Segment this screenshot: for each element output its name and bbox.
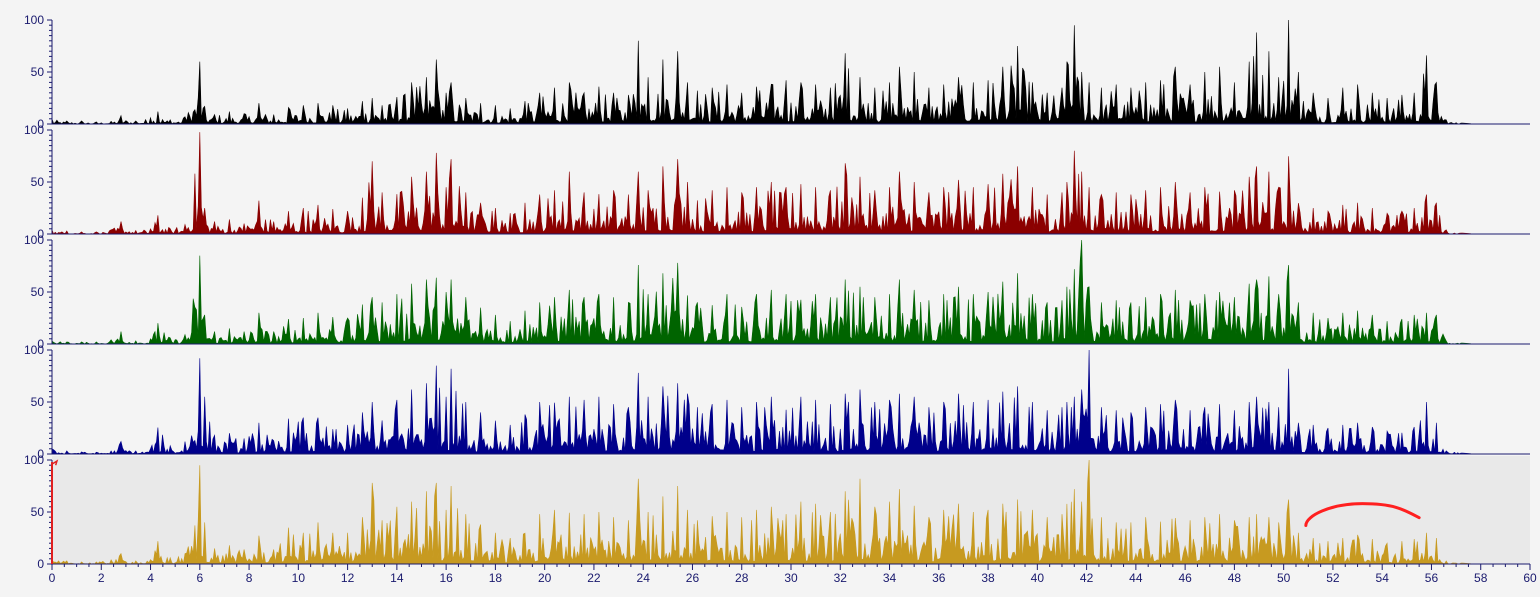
series-3-trace [51, 239, 1530, 345]
y-tick-label: 0 [37, 117, 44, 131]
x-tick-label: 38 [981, 571, 995, 585]
x-tick-label: 24 [637, 571, 651, 585]
x-tick-label: 12 [341, 571, 355, 585]
x-tick-label: 40 [1031, 571, 1045, 585]
y-tick-label: 0 [37, 227, 44, 241]
x-tick-label: 18 [489, 571, 503, 585]
x-tick-label: 36 [932, 571, 946, 585]
x-tick-label: 34 [883, 571, 897, 585]
x-tick-label: 44 [1129, 571, 1143, 585]
x-tick-label: 8 [246, 571, 253, 585]
x-tick-label: 22 [587, 571, 601, 585]
x-tick-label: 2 [98, 571, 105, 585]
y-tick-label: 50 [31, 65, 45, 79]
x-tick-label: 50 [1277, 571, 1291, 585]
x-tick-label: 54 [1376, 571, 1390, 585]
x-tick-label: 4 [147, 571, 154, 585]
x-tick-label: 16 [439, 571, 453, 585]
series-1-trace [51, 19, 1530, 125]
x-tick-label: 32 [834, 571, 848, 585]
annotation-arc [1304, 502, 1421, 528]
x-tick-label: 60 [1523, 571, 1537, 585]
x-tick-label: 14 [390, 571, 404, 585]
y-tick-label: 50 [31, 285, 45, 299]
x-tick-label: 42 [1080, 571, 1094, 585]
series-5-trace [51, 459, 1530, 565]
cursor-marker-head [51, 459, 59, 466]
panel-highlight [52, 456, 1530, 564]
x-tick-label: 52 [1326, 571, 1340, 585]
y-tick-label: 0 [37, 337, 44, 351]
y-tick-label: 0 [37, 447, 44, 461]
series-2-trace [51, 132, 1530, 235]
x-tick-label: 26 [686, 571, 700, 585]
y-tick-label: 100 [24, 123, 44, 137]
y-tick-label: 100 [24, 233, 44, 247]
y-tick-label: 50 [31, 505, 45, 519]
series-4-trace [51, 349, 1530, 455]
x-tick-label: 0 [49, 571, 56, 585]
y-tick-label: 50 [31, 175, 45, 189]
x-tick-label: 28 [735, 571, 749, 585]
x-tick-label: 10 [292, 571, 306, 585]
y-tick-label: 100 [24, 343, 44, 357]
y-tick-label: 0 [37, 557, 44, 571]
y-tick-label: 100 [24, 13, 44, 27]
x-tick-label: 58 [1474, 571, 1488, 585]
x-tick-label: 46 [1178, 571, 1192, 585]
x-tick-label: 48 [1228, 571, 1242, 585]
x-tick-label: 6 [196, 571, 203, 585]
y-tick-label: 100 [24, 453, 44, 467]
y-tick-label: 50 [31, 395, 45, 409]
x-tick-label: 30 [784, 571, 798, 585]
x-tick-label: 56 [1425, 571, 1439, 585]
x-tick-label: 20 [538, 571, 552, 585]
